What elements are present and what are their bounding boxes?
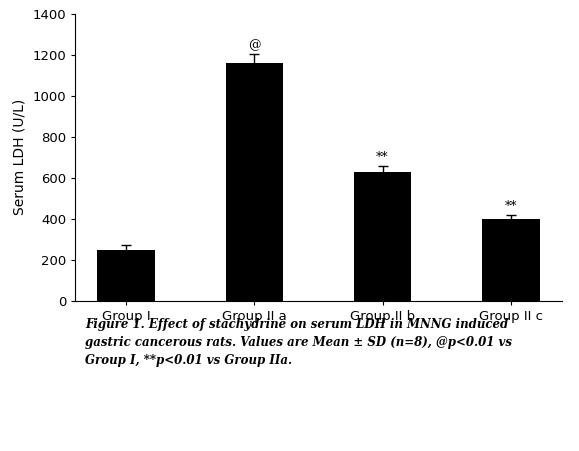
Bar <box>97 250 155 301</box>
Text: @: @ <box>248 39 261 52</box>
Bar <box>354 171 411 301</box>
Text: **: ** <box>376 151 389 164</box>
Y-axis label: Serum LDH (U/L): Serum LDH (U/L) <box>13 99 27 215</box>
Bar <box>226 63 283 301</box>
Bar <box>482 219 540 301</box>
Text: Figure 1. Effect of stachydrine on serum LDH in MNNG induced
gastric cancerous r: Figure 1. Effect of stachydrine on serum… <box>85 318 512 367</box>
Text: **: ** <box>504 200 517 213</box>
